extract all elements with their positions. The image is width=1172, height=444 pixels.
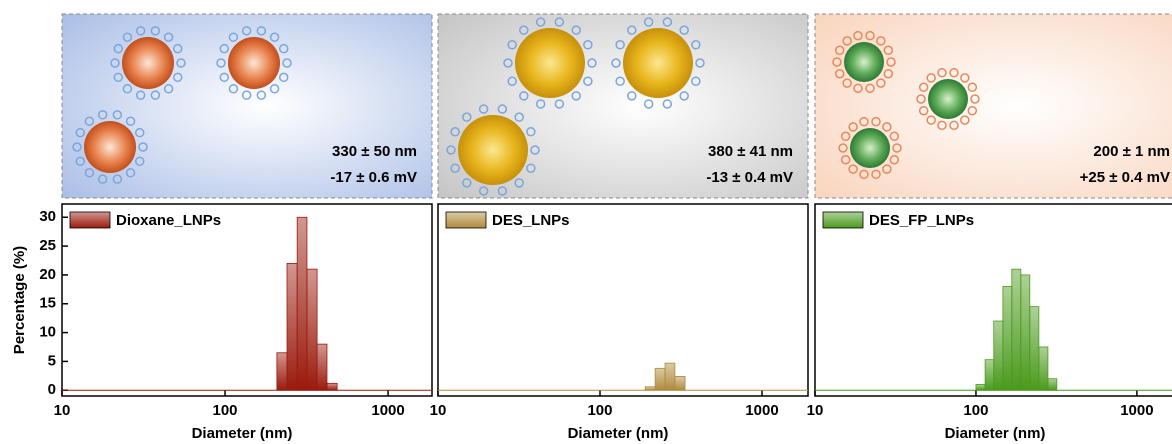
annotation: 200 ± 1 nm [1093, 143, 1170, 160]
annotation: -13 ± 0.4 mV [706, 169, 793, 186]
nanoparticle [844, 42, 884, 82]
figure: 330 ± 50 nm-17 ± 0.6 mV101001000Diameter… [0, 0, 1172, 444]
legend-swatch [70, 212, 110, 228]
nanoparticle [850, 128, 890, 168]
histogram-bar [307, 269, 317, 390]
y-axis-label: Percentage (%) [11, 246, 28, 354]
histogram-bar [645, 387, 655, 390]
histogram-bar [994, 321, 1003, 390]
y-tick-label: 20 [39, 266, 56, 283]
nanoparticle [623, 28, 693, 98]
x-tick-label: 10 [430, 402, 447, 419]
x-axis-label: Diameter (nm) [945, 425, 1046, 442]
y-tick-label: 0 [48, 381, 56, 398]
legend-label: Dioxane_LNPs [116, 212, 221, 229]
histogram-bar [297, 217, 307, 390]
plot-frame [438, 204, 808, 396]
x-tick-label: 1000 [371, 402, 404, 419]
annotation: 380 ± 41 nm [708, 143, 793, 160]
annotation: 330 ± 50 nm [332, 143, 417, 160]
histogram-bar [1039, 347, 1048, 390]
x-tick-label: 10 [54, 402, 71, 419]
x-tick-label: 1000 [1120, 402, 1153, 419]
histogram-bar [1048, 379, 1057, 391]
legend-label: DES_LNPs [492, 212, 570, 229]
histogram-bar [1003, 286, 1012, 390]
x-axis-label: Diameter (nm) [192, 425, 293, 442]
y-tick-label: 30 [39, 208, 56, 225]
histogram-bar [985, 360, 994, 391]
histogram-bar [277, 353, 287, 390]
annotation: +25 ± 0.4 mV [1080, 169, 1170, 186]
histogram-bar [976, 384, 985, 390]
histogram-bar [287, 263, 297, 390]
histogram-bar [665, 363, 675, 390]
plot-frame [62, 204, 432, 396]
nanoparticle [122, 37, 174, 89]
x-tick-label: 10 [807, 402, 824, 419]
x-tick-label: 100 [213, 402, 238, 419]
x-tick-label: 100 [587, 402, 612, 419]
x-axis-label: Diameter (nm) [568, 425, 669, 442]
y-tick-label: 15 [39, 295, 56, 312]
histogram-bar [655, 368, 665, 390]
x-tick-label: 100 [963, 402, 988, 419]
legend-swatch [823, 212, 863, 228]
histogram-bar [327, 383, 337, 390]
histogram-bar [317, 344, 327, 390]
x-tick-label: 1000 [745, 402, 778, 419]
legend-label: DES_FP_LNPs [869, 212, 974, 229]
nanoparticle [515, 28, 585, 98]
histogram-bar [1021, 275, 1030, 390]
nanoparticle [228, 37, 280, 89]
y-tick-label: 5 [48, 352, 56, 369]
histogram-bar [1012, 269, 1021, 390]
annotation: -17 ± 0.6 mV [330, 169, 417, 186]
legend-swatch [446, 212, 486, 228]
nanoparticle [928, 79, 968, 119]
nanoparticle [84, 121, 136, 173]
nanoparticle [458, 115, 528, 185]
y-tick-label: 10 [39, 324, 56, 341]
histogram-bar [675, 376, 685, 390]
y-tick-label: 25 [39, 237, 56, 254]
histogram-bar [1030, 307, 1039, 391]
